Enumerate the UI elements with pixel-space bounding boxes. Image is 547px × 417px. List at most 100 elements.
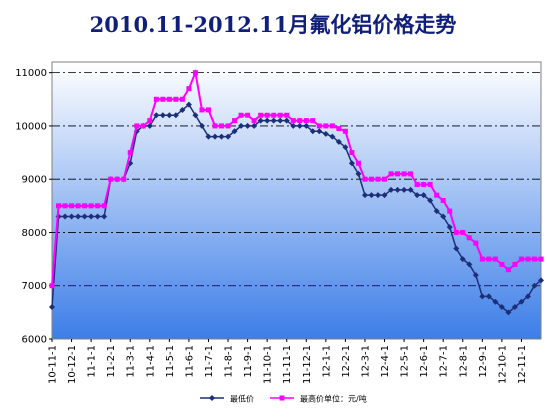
- data-point: [297, 118, 303, 124]
- data-point: [153, 112, 160, 119]
- data-point: [290, 122, 297, 129]
- data-point: [329, 123, 335, 129]
- data-point: [388, 186, 395, 193]
- data-point: [173, 96, 179, 102]
- data-point: [153, 96, 159, 102]
- data-point: [335, 138, 342, 145]
- data-point: [492, 256, 498, 262]
- data-point: [49, 304, 55, 311]
- data-point: [209, 395, 215, 401]
- data-point: [310, 118, 316, 124]
- data-point: [147, 118, 153, 124]
- x-tick-label: 11-12-1: [302, 345, 313, 384]
- data-point: [231, 128, 238, 135]
- data-point: [395, 171, 401, 177]
- x-tick-label: 12-3-1: [360, 345, 371, 378]
- data-point: [205, 107, 211, 113]
- data-point: [172, 112, 179, 119]
- data-point: [134, 123, 140, 129]
- data-point: [75, 203, 81, 209]
- data-point: [381, 192, 388, 199]
- data-point: [56, 203, 62, 209]
- data-point: [88, 213, 95, 220]
- data-point: [192, 112, 199, 119]
- x-tick-label: 11-4-1: [145, 345, 156, 378]
- data-point: [420, 192, 427, 199]
- data-point: [479, 293, 486, 300]
- data-point: [185, 101, 192, 108]
- data-point: [499, 261, 505, 267]
- data-point: [421, 182, 427, 188]
- data-point: [303, 122, 310, 129]
- data-point: [466, 261, 473, 268]
- data-point: [375, 192, 381, 199]
- data-point: [198, 122, 205, 129]
- x-tick-label: 11-3-1: [126, 345, 137, 378]
- series-line: [51, 103, 542, 314]
- data-point: [127, 150, 133, 156]
- data-point: [284, 112, 290, 118]
- data-point: [264, 117, 271, 124]
- data-point: [121, 176, 127, 182]
- data-point: [159, 112, 166, 119]
- data-point: [323, 123, 329, 129]
- x-tick-label: 12-5-1: [400, 345, 411, 378]
- data-point: [140, 123, 146, 129]
- data-point: [375, 176, 381, 182]
- data-point: [186, 86, 192, 92]
- data-point: [401, 171, 407, 177]
- data-point: [238, 112, 244, 118]
- data-point: [225, 133, 232, 140]
- data-point: [283, 117, 290, 124]
- x-tick-label: 11-1-1: [87, 345, 98, 378]
- data-point: [49, 283, 55, 289]
- data-point: [277, 112, 283, 118]
- data-point: [492, 298, 499, 305]
- x-tick-label: 12-6-1: [419, 345, 430, 378]
- data-point: [498, 304, 505, 311]
- data-point: [316, 123, 322, 129]
- data-point: [538, 277, 544, 284]
- x-tick-label: 11-6-1: [184, 345, 195, 378]
- x-tick-label: 12-11-1: [517, 345, 528, 384]
- x-tick-label: 11-8-1: [224, 345, 235, 378]
- data-point: [264, 112, 270, 118]
- x-tick-label: 11-7-1: [204, 345, 215, 378]
- data-point: [225, 123, 231, 129]
- y-tick-label: 10000: [15, 121, 47, 132]
- series-line: [51, 69, 541, 286]
- data-point: [512, 261, 518, 267]
- data-point: [460, 229, 466, 235]
- data-point: [309, 128, 316, 135]
- data-point: [407, 186, 414, 193]
- x-tick-label: 11-5-1: [165, 345, 176, 378]
- data-point: [459, 256, 466, 263]
- chart-title: 2010.11-2012.11月氟化铝价格走势: [90, 12, 457, 37]
- data-point: [245, 112, 251, 118]
- data-point: [394, 186, 401, 193]
- data-point: [271, 112, 277, 118]
- data-point: [538, 256, 544, 262]
- data-point: [81, 213, 88, 220]
- data-point: [531, 282, 538, 289]
- data-point: [368, 176, 374, 182]
- data-point: [382, 176, 388, 182]
- data-point: [401, 186, 408, 193]
- data-point: [251, 118, 257, 124]
- data-point: [453, 245, 460, 252]
- data-point: [368, 192, 375, 199]
- data-point: [348, 160, 355, 167]
- data-point: [518, 256, 524, 262]
- x-tick-label: 11-10-1: [263, 345, 274, 384]
- data-point: [101, 203, 107, 209]
- legend-label: 最高价单位：元/吨: [300, 394, 367, 404]
- data-point: [192, 70, 198, 76]
- data-point: [75, 213, 82, 220]
- legend-label: 最低价: [230, 394, 254, 404]
- data-point: [160, 96, 166, 102]
- x-tick-label: 12-4-1: [380, 345, 391, 378]
- data-point: [524, 293, 531, 300]
- data-point: [296, 122, 303, 129]
- data-point: [479, 256, 485, 262]
